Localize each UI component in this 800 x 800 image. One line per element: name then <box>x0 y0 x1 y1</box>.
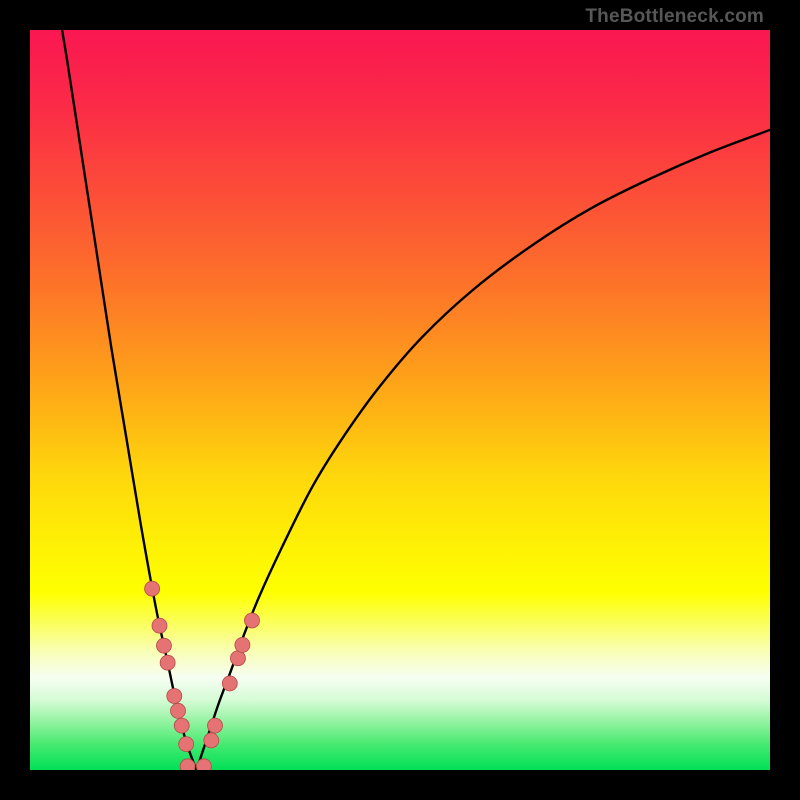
data-marker <box>156 638 171 653</box>
plot-area <box>30 30 770 770</box>
data-marker <box>174 718 189 733</box>
data-marker <box>204 733 219 748</box>
data-marker <box>230 651 245 666</box>
data-marker <box>179 737 194 752</box>
data-marker <box>245 613 260 628</box>
data-markers <box>145 581 260 770</box>
data-marker <box>208 718 223 733</box>
data-marker <box>160 655 175 670</box>
data-marker <box>171 703 186 718</box>
data-marker <box>222 676 237 691</box>
data-marker <box>145 581 160 596</box>
curve-left <box>56 30 197 770</box>
data-marker <box>196 759 211 770</box>
curve-right <box>197 130 771 770</box>
data-marker <box>167 689 182 704</box>
chart-frame: TheBottleneck.com <box>0 0 800 800</box>
watermark-text: TheBottleneck.com <box>585 6 764 28</box>
data-marker <box>152 618 167 633</box>
v-curve <box>30 30 770 770</box>
data-marker <box>235 637 250 652</box>
data-marker <box>180 759 195 770</box>
